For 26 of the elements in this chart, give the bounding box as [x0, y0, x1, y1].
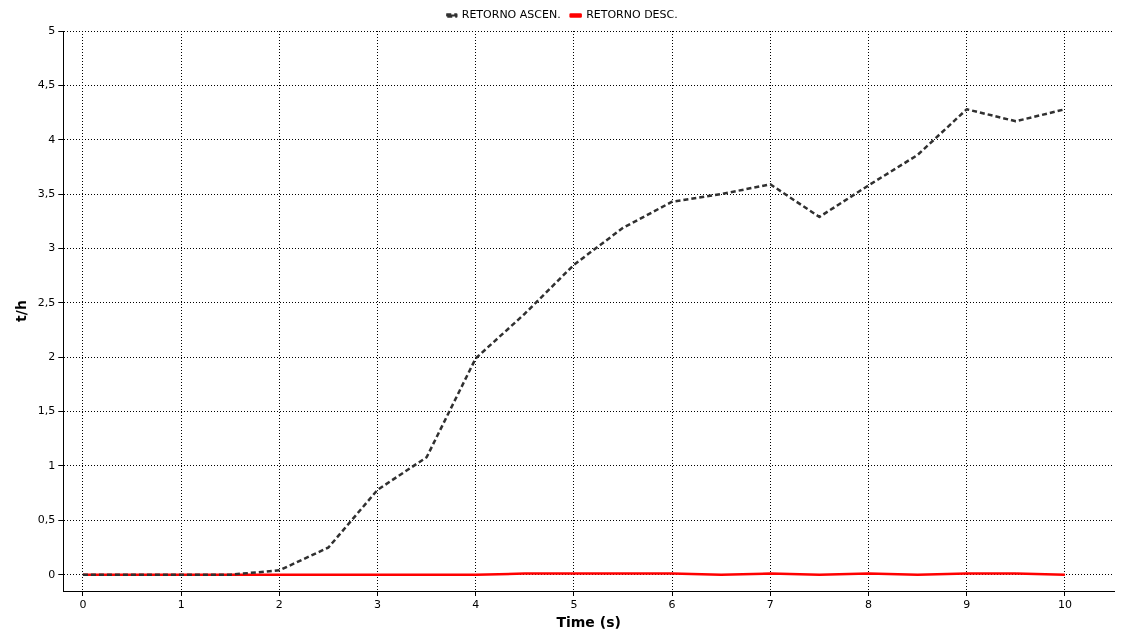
x-tick-label: 0 — [79, 598, 87, 612]
x-tick-label: 9 — [963, 598, 971, 612]
x-tick-label: 6 — [668, 598, 676, 612]
x-tick-label: 1 — [177, 598, 185, 612]
y-tick-label: 2,5 — [37, 295, 56, 309]
x-tick-label: 8 — [865, 598, 873, 612]
x-tick-label: 4 — [472, 598, 480, 612]
y-tick-label: 3 — [48, 241, 56, 255]
y-axis-title: t/h — [13, 300, 30, 322]
y-tick-label: 1 — [48, 458, 56, 472]
x-axis-title: Time (s) — [556, 614, 621, 631]
y-tick-label: 2 — [48, 350, 56, 364]
y-tick-label: 4 — [48, 132, 56, 146]
y-tick-label: 3,5 — [37, 186, 56, 200]
y-tick-label: 0 — [48, 567, 56, 581]
x-tick-label: 5 — [570, 598, 578, 612]
x-tick-label: 2 — [275, 598, 283, 612]
y-tick-label: 5 — [48, 23, 56, 37]
x-tick-label: 7 — [766, 598, 774, 612]
x-tick-label: 10 — [1057, 598, 1072, 612]
y-tick-label: 0,5 — [37, 513, 56, 527]
y-tick-label: 1,5 — [37, 404, 56, 418]
x-tick-label: 3 — [374, 598, 382, 612]
legend-label: RETORNO DESC. — [586, 8, 678, 22]
legend-label: RETORNO ASCEN. — [461, 8, 561, 22]
y-tick-label: 4,5 — [37, 78, 56, 92]
